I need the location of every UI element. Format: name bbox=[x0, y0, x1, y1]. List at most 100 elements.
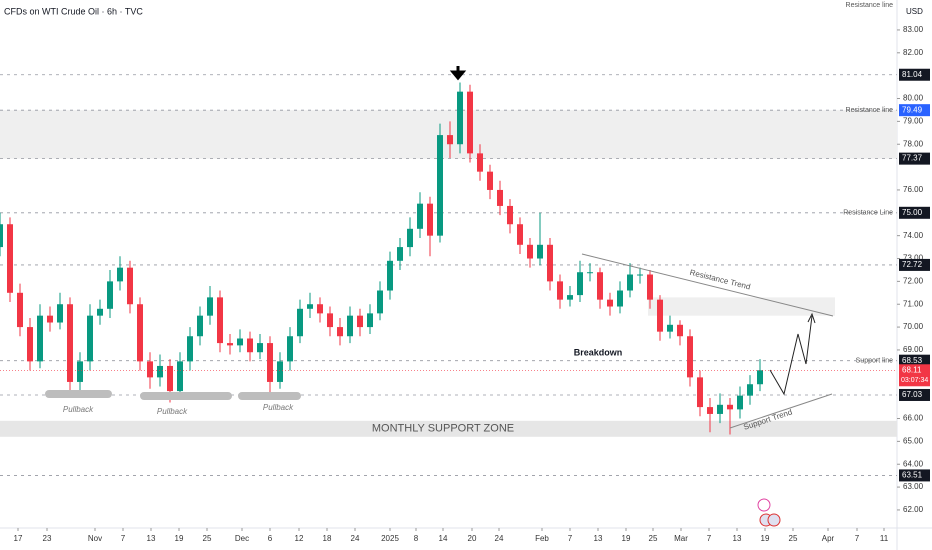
candle-body bbox=[407, 228, 413, 248]
candle-body bbox=[737, 395, 743, 410]
y-tick-label: 62.00 bbox=[903, 505, 924, 514]
candle-body bbox=[237, 338, 243, 346]
candle-body bbox=[297, 308, 303, 337]
candle-body bbox=[507, 205, 513, 225]
annotation: Pullback bbox=[263, 403, 294, 412]
countdown: 03:07:34 bbox=[901, 377, 928, 384]
price-badge bbox=[899, 469, 930, 482]
candle-body bbox=[197, 315, 203, 337]
trend-line bbox=[581, 253, 834, 317]
candle-body bbox=[747, 384, 753, 396]
x-tick-label: 25 bbox=[203, 534, 212, 543]
level-note: Resistance Line bbox=[843, 210, 893, 217]
candle-body bbox=[377, 290, 383, 314]
x-tick-label: Nov bbox=[88, 534, 102, 543]
pullback-pill bbox=[45, 390, 112, 398]
candle-body bbox=[17, 292, 23, 328]
trend-line bbox=[729, 393, 833, 429]
price-badge bbox=[899, 152, 930, 165]
price-badge-label: 63.51 bbox=[902, 471, 923, 480]
currency: USD bbox=[906, 7, 923, 16]
price-badge-label: 77.37 bbox=[902, 154, 923, 163]
y-tick-label: 69.00 bbox=[903, 345, 924, 354]
projection bbox=[769, 315, 813, 396]
candle-body bbox=[357, 315, 363, 328]
y-tick-label: 63.00 bbox=[903, 482, 924, 491]
x-tick-label: 13 bbox=[594, 534, 603, 543]
x-tick-label: 7 bbox=[707, 534, 712, 543]
candle-body bbox=[277, 361, 283, 382]
candle-body bbox=[607, 299, 613, 307]
candle-body bbox=[707, 407, 713, 414]
x-tick-label: 7 bbox=[568, 534, 573, 543]
event-icon bbox=[767, 513, 781, 527]
price-badge-label: 75.00 bbox=[902, 208, 923, 217]
level-note: Resistance line bbox=[846, 2, 894, 9]
candle-body bbox=[97, 308, 103, 316]
x-tick-label: 20 bbox=[468, 534, 477, 543]
y-tick-label: 76.00 bbox=[903, 185, 924, 194]
candle-body bbox=[557, 281, 563, 300]
x-tick-label: 13 bbox=[147, 534, 156, 543]
x-tick-label: 14 bbox=[439, 534, 448, 543]
candle-body bbox=[307, 304, 313, 309]
candle-body bbox=[447, 135, 453, 145]
candle-body bbox=[527, 244, 533, 259]
projection-arrow bbox=[807, 312, 816, 324]
y-tick-label: 73.00 bbox=[903, 254, 924, 263]
candle-body bbox=[107, 281, 113, 309]
y-tick-label: 65.00 bbox=[903, 436, 924, 445]
zone-label: MONTHLY SUPPORT ZONE bbox=[372, 423, 514, 435]
candle-body bbox=[247, 338, 253, 353]
price-badge-label: 79.49 bbox=[902, 105, 923, 114]
candle-body bbox=[757, 370, 763, 385]
candle-body bbox=[367, 313, 373, 328]
candle-body bbox=[137, 304, 143, 362]
x-tick-label: 24 bbox=[351, 534, 360, 543]
marker-arrow bbox=[449, 66, 467, 81]
candle-body bbox=[177, 361, 183, 392]
y-tick-label: 66.00 bbox=[903, 414, 924, 423]
zone bbox=[648, 297, 835, 316]
last-price-label: 68.11 bbox=[902, 365, 922, 374]
x-tick-label: 18 bbox=[323, 534, 332, 543]
candle-body bbox=[467, 91, 473, 154]
candle-body bbox=[327, 313, 333, 328]
annotation: Breakdown bbox=[574, 347, 623, 357]
candle-body bbox=[697, 377, 703, 408]
candle-body bbox=[47, 315, 53, 323]
candle-body bbox=[117, 267, 123, 282]
candle-body bbox=[657, 299, 663, 332]
x-tick-label: 24 bbox=[495, 534, 504, 543]
event-icon bbox=[757, 498, 771, 512]
pullback-pill bbox=[140, 392, 232, 400]
pullback-pill bbox=[238, 392, 301, 400]
candle-body bbox=[187, 336, 193, 362]
candle-body bbox=[147, 361, 153, 378]
candle-body bbox=[587, 272, 593, 274]
candle-body bbox=[167, 365, 173, 392]
last-price-badge bbox=[899, 364, 930, 387]
x-tick-label: 23 bbox=[43, 534, 52, 543]
y-tick-label: 72.00 bbox=[903, 276, 924, 285]
price-badge bbox=[899, 258, 930, 271]
candle-body bbox=[687, 336, 693, 378]
candle-body bbox=[207, 297, 213, 316]
level-note: Support line bbox=[856, 358, 893, 365]
candle-body bbox=[497, 189, 503, 206]
candle-body bbox=[317, 304, 323, 314]
candle-body bbox=[57, 304, 63, 323]
candle-body bbox=[637, 274, 643, 276]
candle-body bbox=[37, 315, 43, 362]
candle-body bbox=[287, 336, 293, 362]
candle-body bbox=[487, 171, 493, 190]
price-badge-label: 67.03 bbox=[902, 390, 923, 399]
price-badge bbox=[899, 104, 930, 117]
candle-body bbox=[7, 224, 13, 293]
candle-body bbox=[457, 91, 463, 145]
candle-body bbox=[267, 343, 273, 382]
candle-body bbox=[627, 274, 633, 291]
x-tick-label: 17 bbox=[14, 534, 23, 543]
price-badge bbox=[899, 354, 930, 367]
